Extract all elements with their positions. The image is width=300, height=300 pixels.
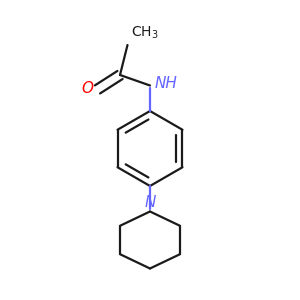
Text: CH$_3$: CH$_3$ (131, 25, 159, 41)
Text: O: O (81, 81, 93, 96)
Text: N: N (144, 195, 156, 210)
Text: NH: NH (155, 76, 178, 91)
